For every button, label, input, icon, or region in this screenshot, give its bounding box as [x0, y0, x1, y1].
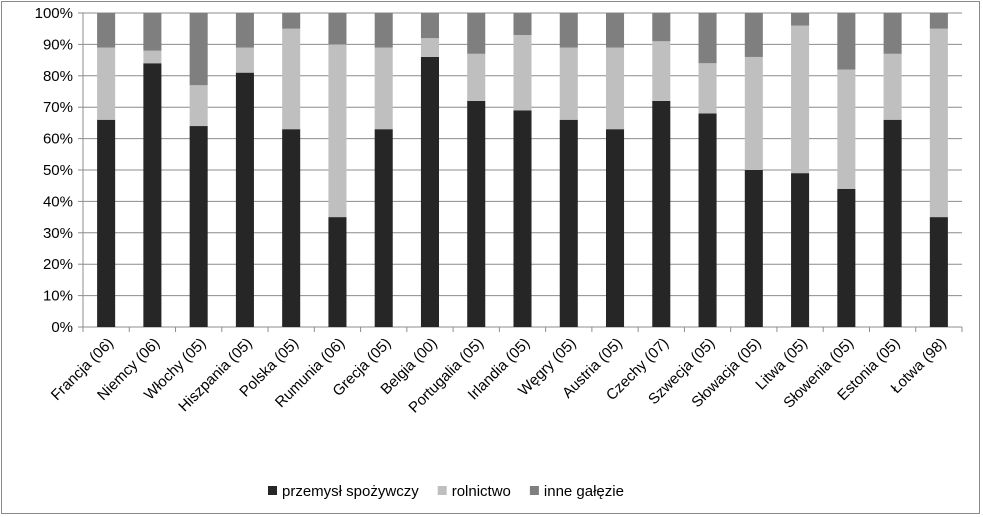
x-axis-ticks: Francja (06)Niemcy (06)Włochy (05)Hiszpa… — [48, 327, 963, 416]
bar-segment-3 — [837, 13, 856, 70]
bar-segment-1 — [235, 72, 254, 327]
bar-segment-2 — [559, 47, 578, 120]
bar-segment-1 — [791, 173, 810, 327]
legend-label-3: inne gałęzie — [544, 483, 624, 500]
bar-segment-3 — [606, 13, 625, 48]
y-tick-label: 30% — [43, 225, 73, 242]
y-tick-label: 100% — [35, 5, 73, 22]
bar-segment-3 — [235, 13, 254, 48]
bar-segment-3 — [282, 13, 301, 29]
y-axis-ticks: 0% 10% 20% 30% 40% 50% 60% 70% 80% 90% 100% — [35, 5, 83, 336]
bar-segment-1 — [282, 129, 301, 327]
y-tick-label: 70% — [43, 99, 73, 116]
legend-label-2: rolnictwo — [452, 483, 511, 500]
bar-segment-3 — [420, 13, 439, 39]
bar-segment-3 — [513, 13, 532, 35]
bar-segment-1 — [97, 119, 116, 327]
bar-segment-3 — [97, 13, 116, 48]
bar-segment-1 — [374, 129, 393, 327]
bar-segment-3 — [883, 13, 902, 54]
bar-segment-1 — [883, 119, 902, 327]
bar-segment-3 — [929, 13, 948, 29]
bar-segment-1 — [606, 129, 625, 327]
legend-swatch-1 — [268, 486, 277, 495]
bar-segment-2 — [97, 47, 116, 120]
bar-segment-3 — [467, 13, 486, 54]
legend: przemysł spożywczy rolnictwo inne gałęzie — [268, 483, 624, 500]
bar-segment-1 — [652, 100, 671, 327]
bar-segment-3 — [744, 13, 763, 57]
bar-segment-2 — [467, 53, 486, 101]
bar-segment-2 — [143, 50, 162, 64]
bar-segment-2 — [606, 47, 625, 130]
bar-segment-2 — [513, 34, 532, 111]
bar-segment-2 — [374, 47, 393, 130]
bar-segment-2 — [420, 38, 439, 57]
bar-segment-2 — [744, 56, 763, 170]
bar-segment-1 — [744, 170, 763, 327]
bar-segment-2 — [837, 69, 856, 189]
bar-segment-1 — [467, 100, 486, 327]
y-tick-label: 90% — [43, 36, 73, 53]
bar-segment-2 — [328, 44, 347, 218]
bar-segment-2 — [883, 53, 902, 120]
bar-segment-3 — [698, 13, 717, 64]
y-tick-label: 40% — [43, 193, 73, 210]
legend-swatch-2 — [437, 486, 447, 495]
bar-segment-1 — [420, 56, 439, 328]
bar-segment-2 — [698, 63, 717, 114]
bar-segment-3 — [559, 13, 578, 48]
bar-segment-2 — [791, 25, 810, 174]
bar-segment-1 — [929, 217, 948, 327]
bar-segment-3 — [143, 13, 162, 51]
bar-segment-1 — [143, 63, 162, 328]
bar-segment-3 — [374, 13, 393, 48]
bar-segment-2 — [652, 41, 671, 101]
bar-segment-3 — [189, 13, 208, 86]
legend-label-1: przemysł spożywczy — [282, 483, 419, 500]
bar-segment-1 — [513, 110, 532, 327]
bar-segment-3 — [652, 13, 671, 42]
bar-segment-1 — [189, 126, 208, 327]
y-tick-label: 20% — [43, 256, 73, 273]
y-tick-label: 50% — [43, 162, 73, 179]
bar-segment-1 — [837, 188, 856, 327]
y-tick-label: 0% — [51, 319, 73, 336]
bar-segment-2 — [235, 47, 254, 73]
y-tick-label: 10% — [43, 288, 73, 305]
bars — [97, 13, 948, 328]
bar-segment-2 — [282, 28, 301, 130]
y-tick-label: 80% — [43, 68, 73, 85]
bar-segment-1 — [559, 119, 578, 327]
bar-segment-3 — [328, 13, 347, 45]
bar-segment-1 — [328, 217, 347, 327]
bar-segment-3 — [791, 13, 810, 26]
y-tick-label: 60% — [43, 131, 73, 148]
bar-segment-2 — [929, 28, 948, 218]
bar-segment-1 — [698, 113, 717, 327]
bar-segment-2 — [189, 85, 208, 127]
legend-swatch-3 — [529, 486, 539, 495]
